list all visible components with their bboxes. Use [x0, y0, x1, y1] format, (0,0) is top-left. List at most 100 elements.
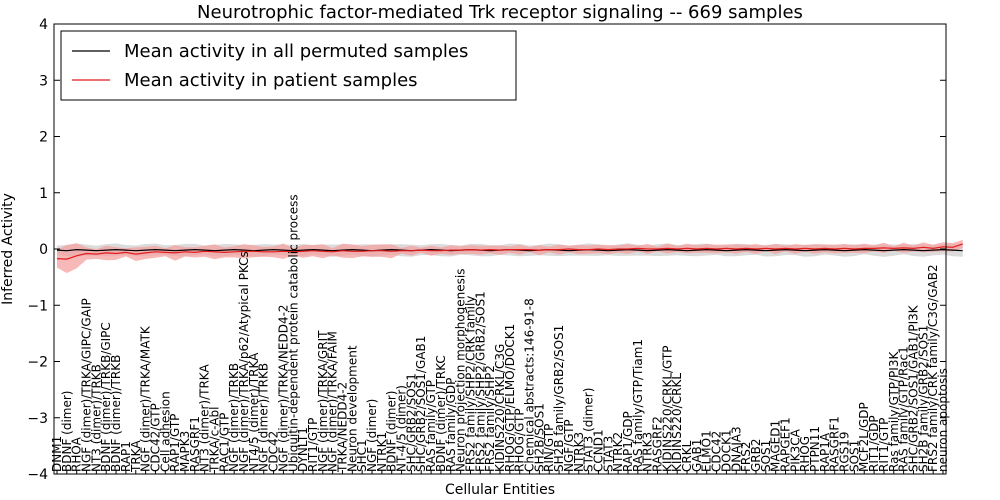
x-tick-label: RGS19	[838, 431, 852, 472]
x-tick-label: NGF/GTP	[562, 419, 576, 472]
x-tick-label: RAPGEF1	[779, 417, 793, 472]
x-tick-label: SH2B/SOS1	[532, 403, 546, 472]
y-tick-label: 4	[39, 17, 48, 33]
y-tick-label: −3	[27, 411, 48, 427]
x-tick-label: Cell adhesion	[158, 391, 172, 472]
y-axis-label: Inferred Activity	[0, 193, 16, 305]
x-tick-label: GRB2	[749, 438, 763, 472]
x-tick-label: RIT1/GTP	[306, 418, 320, 472]
x-tick-label: RAP1A	[818, 432, 832, 472]
patient-variance-band	[57, 239, 963, 274]
x-tick-label: RHOG/GTP	[513, 408, 527, 472]
y-tick-label: 0	[39, 242, 48, 258]
x-axis-label: Cellular Entities	[445, 482, 555, 498]
x-tick-label: RAP1	[119, 441, 133, 472]
x-tick-label: KIDINS220/CRKL	[670, 373, 684, 472]
x-tick-label: PTPN11	[808, 426, 822, 472]
x-tick-label: DNM1	[50, 436, 64, 472]
x-tick-label: DNAJA3	[729, 426, 743, 472]
x-tick-label: NGF (dimer)/TRKA/MATK	[139, 325, 153, 472]
x-tick-label: RASGRF1	[188, 416, 202, 472]
x-tick-label: CCND1	[591, 429, 605, 472]
x-tick-label: NGF (dimer)/TRKA/GIPC/GAIP	[80, 298, 94, 472]
x-tick-label: NTRK2	[611, 432, 625, 472]
x-tick-label: Neuron projection morphogenesis	[454, 269, 468, 473]
x-tick-label: SHC/GRB2/SOS1/GAB1/PI3K	[907, 304, 921, 472]
x-tick-label: RAS family/GTP	[424, 380, 438, 472]
x-tick-label: MCF2L/GDP	[857, 402, 871, 472]
x-tick-label: Ubiquitin-dependent protein catabolic pr…	[286, 194, 300, 472]
x-tick-label: KIDINS220/CRKL/GTP	[660, 346, 674, 472]
x-tick-label: FRS2 family/CRK family/C3G/GAB2	[926, 264, 940, 472]
x-tick-label: DOCK1	[719, 429, 733, 472]
x-tick-label: SOS1	[847, 440, 861, 472]
x-tick-label: FRS2	[739, 442, 753, 473]
x-tick-label: CDC42/GTP	[148, 403, 162, 472]
x-tick-label: FRS2 family/SHP2	[483, 365, 497, 472]
x-tick-label: RAS family/GDP	[444, 378, 458, 472]
x-tick-label: Chemical abstracts:146-91-8	[523, 298, 537, 472]
x-tick-label: TRKA/c-Abl	[208, 407, 222, 473]
x-tick-label: RASGRF2	[651, 416, 665, 472]
x-tick-label: Neuron development	[345, 345, 359, 472]
x-tick-label: FRS2 family/SHP2/GRB2/SOS1	[473, 291, 487, 472]
x-tick-label: DYNLT1	[296, 427, 310, 472]
x-tick-label: neuron apoptosis	[936, 368, 950, 472]
x-tick-label: BDNF (dimer)/TRKB	[109, 355, 123, 472]
x-tick-label: SHC1	[355, 439, 369, 472]
legend: Mean activity in all permuted samples Mea…	[60, 30, 517, 101]
x-tick-label: NT3 (dimer)/TRKB	[89, 364, 103, 472]
x-tick-label: RHOG/GTP/ELMO/DOCK1	[503, 324, 517, 472]
y-tick-label: 1	[39, 186, 48, 202]
y-tick-label: −1	[27, 298, 48, 314]
y-tick-label: 3	[39, 73, 48, 89]
x-tick-label: KIDINS220/CRKL/C3G	[493, 344, 507, 472]
x-tick-label: NGF (dimer)/TRKA/NEDD4-2	[276, 304, 290, 472]
x-tick-label: ELMO1	[700, 430, 714, 472]
x-tick-label: NT-4/5 (dimer)	[395, 385, 409, 472]
patient-mean-line	[56, 243, 963, 260]
x-tick-label: TRKA/NEDD4-2	[336, 382, 350, 473]
x-tick-label: RAC1/GTP	[217, 413, 231, 472]
x-tick-label: SH2B family/GRB2/SOS1	[552, 325, 566, 472]
x-tick-label: NTRK1	[375, 432, 389, 472]
x-tick-label: STAT3 (dimer)	[582, 388, 596, 472]
legend-box	[60, 30, 517, 101]
x-tick-label: BDNF (dimer)	[60, 391, 74, 473]
x-tick-label: RHOG	[798, 436, 812, 472]
band-layer	[57, 239, 963, 274]
x-tick-label: SHC/GRB2/SOS1/GAB1	[414, 336, 428, 472]
x-tick-label: NGF (dimer)/TRKA/FAIM	[326, 331, 340, 472]
x-tick-label: NGF (dimer)/TRKB	[257, 363, 271, 472]
x-tick-label: RAS family/GTP/Rac1	[897, 346, 911, 472]
x-tick-label: RIT1/GDP	[867, 415, 881, 472]
y-tick-label: 2	[39, 130, 48, 146]
x-tick-label: BDNF (dimer)/TRKB/GIPC	[99, 322, 113, 472]
x-tick-label: RASGRF1	[828, 416, 842, 472]
y-tick-label: −4	[27, 467, 48, 483]
x-tick-label: NT3 (dimer)/TRKA	[198, 364, 212, 472]
x-tick-label: NGF (dimer)/TRKB	[227, 363, 241, 472]
x-tick-label: NTRK3	[572, 432, 586, 472]
x-tick-label: MAGED1	[769, 420, 783, 472]
x-tick-label: PIK3CA	[788, 428, 802, 472]
x-tick-label: STAT3	[601, 436, 615, 472]
x-tick-label: CDC42	[710, 431, 724, 472]
chart-title: Neurotrophic factor-mediated Trk recepto…	[197, 2, 803, 23]
x-tick-label: NGF (dimer)/TRKA/GRIT	[316, 330, 330, 472]
x-tick-label: RIN/GTP	[542, 424, 556, 472]
x-tick-label: RHOA	[70, 436, 84, 472]
x-tick-label: SHC/GRB2/SOS1	[404, 373, 418, 472]
x-tick-label: RIT1/GTP	[877, 418, 891, 472]
x-tick-label: NGF (dimer)/TRKA/p62/Atypical PKCs	[237, 251, 251, 472]
line-layer	[56, 243, 963, 260]
x-tick-label: Ras family/GTP/PI3K	[887, 351, 901, 472]
x-tick-label: GAB1	[690, 439, 704, 472]
x-tick-label: NT4/5 (dimer)/TRKA	[247, 352, 261, 472]
x-tick-label: RAP1/GTP	[168, 414, 182, 472]
x-tick-label: NGF (dimer)	[365, 399, 379, 472]
y-axis: 4 3 2 1 0 −1 −2 −3 −4	[27, 17, 946, 483]
x-tick-label: MAPK3	[178, 431, 192, 472]
